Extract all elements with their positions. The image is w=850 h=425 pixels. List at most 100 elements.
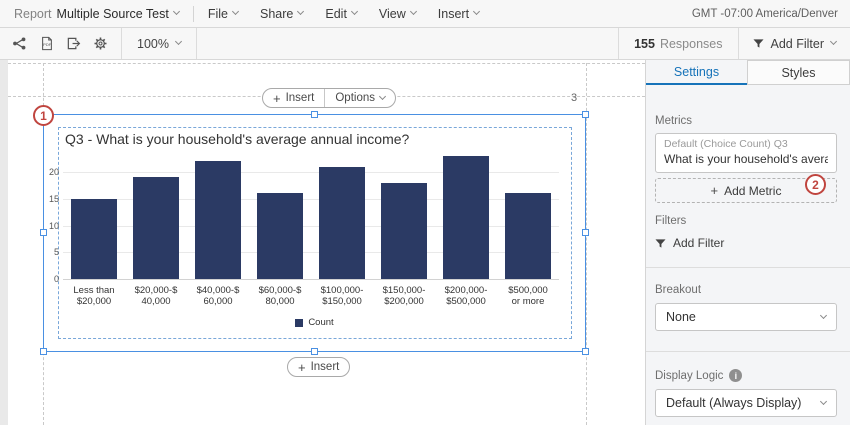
chevron-down-icon [378, 92, 387, 100]
svg-text:PDF: PDF [43, 42, 52, 47]
chevron-down-icon [819, 397, 828, 405]
legend-swatch [295, 318, 304, 327]
y-axis-tick-label: 5 [53, 247, 59, 258]
gridline [63, 172, 559, 173]
breakout-select[interactable]: None [655, 303, 837, 331]
x-axis-line [63, 279, 559, 280]
chevron-down-icon [819, 311, 828, 319]
insert-options-toolbar: Insert Options [262, 88, 396, 108]
resize-handle-middle-left[interactable] [40, 229, 47, 236]
settings-gear-icon[interactable] [92, 35, 109, 52]
add-filter-label: Add Filter [770, 36, 825, 51]
export-icon[interactable] [65, 35, 82, 52]
page-number: 3 [571, 92, 578, 104]
bar-chart: 0 5 10 15 20 Less than $20,000 $20,000-$ 40,000 $… [44, 115, 585, 351]
x-axis-category-label: Less than $20,000 [73, 285, 115, 307]
chevron-down-icon [409, 7, 417, 16]
gridline [63, 198, 559, 200]
chevron-down-icon [829, 37, 838, 46]
chart-bar [381, 182, 427, 279]
add-filter-dropdown[interactable]: Add Filter [737, 28, 850, 59]
chevron-down-icon [473, 7, 481, 16]
chart-bar [195, 161, 241, 279]
resize-handle-bottom-left[interactable] [40, 348, 47, 355]
menu-file[interactable]: File [208, 7, 240, 21]
insert-button[interactable]: Insert [263, 89, 324, 107]
plus-icon [711, 183, 719, 198]
responses-count-value: 155 [634, 36, 655, 51]
pdf-export-icon[interactable]: PDF [38, 35, 55, 52]
display-logic-label: Display Logic [655, 369, 724, 382]
menu-edit[interactable]: Edit [325, 7, 358, 21]
responses-count-label: Responses [659, 36, 723, 51]
insert-below-button[interactable]: Insert [287, 357, 351, 377]
options-button-label: Options [335, 92, 375, 104]
options-button[interactable]: Options [324, 89, 395, 107]
x-axis-category-label: $100,000- $150,000 [320, 285, 364, 307]
x-axis-category-label: $20,000-$ 40,000 [134, 285, 178, 307]
annotation-circle-2: 2 [805, 174, 826, 195]
zoom-level-dropdown[interactable]: 100% [121, 28, 197, 59]
tab-styles[interactable]: Styles [747, 60, 850, 85]
add-metric-button[interactable]: Add Metric 2 [655, 174, 837, 203]
widget-content-boundary [58, 127, 572, 339]
chart-bar [133, 177, 179, 279]
chevron-down-icon [174, 37, 183, 46]
filters-section-label: Filters [655, 215, 687, 227]
x-axis-category-label: $60,000-$ 80,000 [258, 285, 302, 307]
sidebar-tabs: Settings Styles [646, 60, 850, 85]
y-axis-tick-label: 10 [48, 220, 59, 231]
metric-type: Default (Choice Count) Q3 [664, 138, 788, 150]
menu-insert[interactable]: Insert [437, 6, 481, 21]
menu-share[interactable]: Share [260, 6, 305, 21]
report-switcher[interactable]: Report Multiple Source Test [14, 6, 180, 21]
top-menu-bar: Report Multiple Source Test File Share E… [0, 0, 850, 28]
menu-share-label: Share [260, 6, 294, 21]
sidebar-content: Metrics Default (Choice Count) Q3 What i… [646, 115, 850, 417]
settings-sidebar: Settings Styles Metrics Default (Choice … [645, 60, 850, 425]
display-logic-value: Default (Always Display) [666, 396, 802, 410]
plus-icon [273, 91, 281, 106]
resize-handle-top-center[interactable] [310, 111, 318, 118]
menu-view-label: View [378, 6, 406, 21]
report-canvas[interactable]: Insert Options 3 Q3 - What is your house… [0, 60, 645, 425]
x-axis-category-label: $200,000- $500,000 [444, 285, 488, 307]
sidebar-add-filter-button[interactable]: Add Filter [655, 236, 837, 250]
resize-handle-middle-right[interactable] [582, 229, 589, 236]
tab-settings[interactable]: Settings [646, 60, 747, 85]
metric-item[interactable]: Default (Choice Count) Q3 What is your h… [655, 133, 837, 173]
breakout-value: None [666, 310, 696, 324]
filter-funnel-icon [655, 238, 666, 248]
share-icon[interactable] [11, 35, 28, 52]
resize-handle-top-right[interactable] [582, 111, 589, 118]
add-metric-label: Add Metric [724, 183, 782, 198]
info-icon: i [729, 369, 743, 382]
resize-handle-bottom-right[interactable] [582, 348, 589, 355]
y-axis-tick-label: 0 [53, 274, 59, 284]
display-logic-select[interactable]: Default (Always Display) [655, 389, 837, 417]
chart-bar [257, 193, 303, 279]
plus-icon [298, 360, 306, 375]
sidebar-add-filter-label: Add Filter [673, 236, 725, 250]
chevron-down-icon [172, 7, 180, 16]
x-axis-category-label: $150,000- $200,000 [382, 285, 426, 307]
chart-bar [319, 166, 365, 279]
chart-title: Q3 - What is your household's average an… [65, 131, 410, 147]
section-divider [646, 351, 850, 352]
timezone-label: GMT -07:00 America/Denver [691, 7, 838, 20]
annotation-circle-1: 1 [33, 105, 54, 126]
chart-bar [505, 193, 551, 279]
gridline [63, 252, 559, 254]
divider [192, 5, 194, 22]
metrics-section-label: Metrics [655, 115, 693, 127]
menu-insert-label: Insert [437, 6, 470, 21]
chart-widget[interactable]: Q3 - What is your household's average an… [40, 111, 589, 355]
menu-view[interactable]: View [378, 6, 417, 21]
resize-handle-bottom-center[interactable] [310, 348, 318, 355]
y-axis-tick-label: 15 [48, 193, 59, 204]
report-label: Report [14, 6, 52, 21]
filter-funnel-icon [752, 39, 764, 48]
chevron-down-icon [350, 7, 358, 16]
display-logic-section-label: Display Logic i [655, 369, 837, 382]
gridline [63, 225, 559, 227]
